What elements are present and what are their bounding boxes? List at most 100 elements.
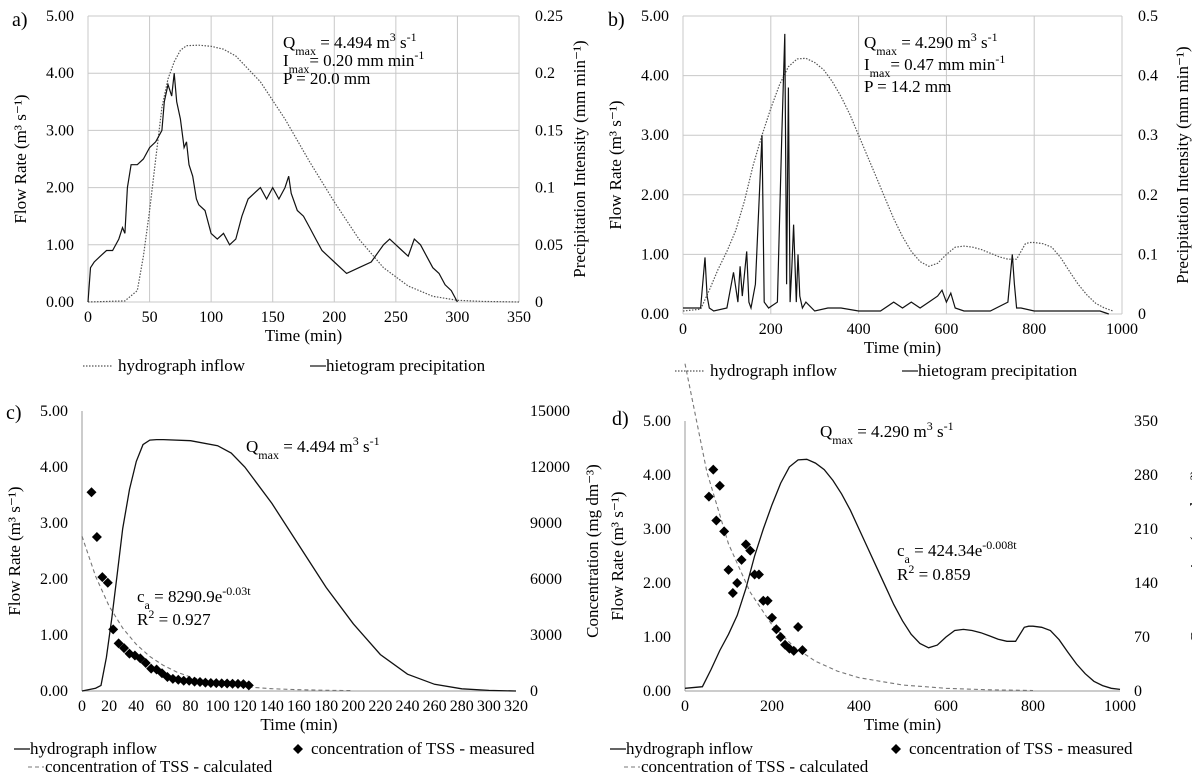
x-tick-label: 280 (450, 698, 474, 715)
tss-measured-point (140, 658, 151, 668)
y-tick-label-right: 0.2 (1138, 187, 1158, 204)
y-tick-label-left: 5.00 (46, 8, 74, 25)
hydrograph-inflow-line (682, 57, 1114, 312)
annotation-r-squared: R2 = 0.927 (137, 607, 211, 629)
tss-measured-point (86, 487, 97, 498)
tss-measured-point (767, 612, 777, 623)
annotation-precipitation: P = 20.0 mm (283, 69, 370, 88)
x-tick-label: 60 (155, 698, 171, 715)
legend-tss-measured-label: concentration of TSS - measured (909, 739, 1133, 758)
tss-measured-point (102, 577, 113, 588)
y-axis-title-left: Flow Rate (m³ s⁻¹) (11, 94, 30, 223)
y-tick-label-right: 140 (1134, 575, 1158, 592)
x-tick-label: 1000 (1106, 321, 1138, 338)
y-axis-title-left: Flow Rate (m³ s⁻¹) (606, 100, 625, 229)
y-tick-label-left: 2.00 (643, 575, 671, 592)
annotation-imax: Imax= 0.20 mm min-1 (283, 48, 424, 76)
tss-measured-point (708, 464, 719, 475)
y-tick-label-left: 4.00 (643, 467, 671, 484)
y-tick-label-left: 3.00 (40, 515, 68, 532)
x-tick-label: 220 (368, 698, 392, 715)
hietogram-precipitation-line (87, 73, 458, 303)
tss-measured-point (745, 545, 756, 556)
tss-measured-point (91, 532, 102, 542)
x-tick-label: 260 (423, 698, 447, 715)
legend-tss-measured-swatch (891, 744, 901, 754)
hydrograph-inflow-line (684, 458, 1121, 691)
y-axis-title-left: Flow Rate (m³ s⁻¹) (5, 486, 24, 615)
x-tick-label: 800 (1022, 321, 1046, 338)
y-tick-label-left: 3.00 (46, 122, 74, 139)
panel-label: c) (6, 402, 22, 424)
y-axis-title-right: Concentration (mg dm⁻³) (1187, 469, 1192, 643)
chart-panel-c: 0 20 40 60 80 100 120 140 160 180 200 220 240 260 280 3… (5, 402, 602, 734)
x-tick-label: 1000 (1104, 698, 1136, 715)
tss-measured-point (178, 675, 189, 686)
y-tick-label-right: 0 (1138, 306, 1146, 323)
tss-measured-point (205, 677, 216, 688)
y-tick-label-right: 0.3 (1138, 127, 1158, 144)
x-tick-label: 0 (84, 309, 92, 326)
y-tick-label-right: 6000 (530, 571, 562, 588)
legend-tss-calculated-label: concentration of TSS - calculated (45, 757, 273, 776)
tss-measured-point (211, 678, 222, 689)
y-tick-label-left: 1.00 (641, 246, 669, 263)
chart-panel-b: 0 200 400 600 800 1000 0.00 1.00 2.00 3.00 4.00 5.0… (606, 8, 1192, 357)
x-tick-label: 800 (1021, 698, 1045, 715)
x-tick-label: 50 (142, 309, 158, 326)
panel-label: a) (12, 9, 28, 31)
tss-measured-point (753, 569, 764, 580)
x-tick-label: 0 (681, 698, 689, 715)
tss-calculated-line (684, 363, 1034, 692)
x-tick-label: 150 (261, 309, 285, 326)
tss-measured-point (711, 515, 722, 526)
y-tick-label-right: 350 (1134, 413, 1158, 430)
tss-measured-point (788, 645, 799, 656)
legend-hydrograph-label: hydrograph inflow (118, 356, 246, 375)
y-axis-title-right: Precipitation Intensity (mm min⁻¹) (1173, 46, 1192, 283)
chart-panel-d: 0 200 400 600 800 1000 0.00 1.00 2.00 3.00 4.00 5.0… (608, 363, 1192, 734)
tss-measured-point (762, 595, 773, 606)
x-tick-label: 300 (477, 698, 501, 715)
tss-measured-point (775, 632, 786, 642)
legend-hydrograph-label: hydrograph inflow (710, 361, 838, 380)
tss-measured-point (740, 539, 751, 550)
x-tick-label: 0 (78, 698, 86, 715)
hydrograph-inflow-line (87, 44, 520, 303)
legend-tss-calculated-label: concentration of TSS - calculated (641, 757, 869, 776)
x-tick-label: 200 (760, 698, 784, 715)
y-tick-label-left: 5.00 (643, 413, 671, 430)
tss-measured-point (227, 678, 238, 689)
y-tick-label-left: 2.00 (40, 571, 68, 588)
y-tick-label-left: 5.00 (40, 403, 68, 420)
y-tick-label-right: 0 (535, 294, 543, 311)
tss-measured-point (119, 643, 130, 654)
x-tick-label: 250 (384, 309, 408, 326)
x-tick-label: 600 (934, 321, 958, 338)
x-tick-label: 20 (101, 698, 117, 715)
tss-measured-point (714, 480, 725, 491)
y-tick-label-left: 0.00 (641, 306, 669, 323)
y-tick-label-right: 70 (1134, 629, 1150, 646)
tss-measured-point (108, 624, 119, 635)
y-tick-label-left: 2.00 (641, 187, 669, 204)
x-axis-title: Time (min) (864, 338, 941, 357)
y-tick-label-left: 3.00 (643, 521, 671, 538)
y-tick-label-right: 0 (1134, 683, 1142, 700)
y-axis-title-right: Precipitation Intensity (mm min⁻¹) (570, 40, 589, 277)
x-tick-label: 100 (199, 309, 223, 326)
y-tick-label-right: 0.15 (535, 122, 563, 139)
legends: hydrograph inflow hietogram precipitation… (14, 356, 1133, 776)
y-tick-label-right: 0.05 (535, 237, 563, 254)
annotation-qmax: Qmax = 4.494 m3 s-1 (283, 30, 417, 58)
legend-hietogram-label: hietogram precipitation (918, 361, 1078, 380)
x-tick-label: 240 (396, 698, 420, 715)
y-tick-label-left: 0.00 (40, 683, 68, 700)
y-tick-label-left: 1.00 (46, 237, 74, 254)
x-tick-label: 400 (847, 321, 871, 338)
annotation-qmax: Qmax = 4.290 m3 s-1 (820, 419, 954, 447)
annotation-qmax: Qmax = 4.290 m3 s-1 (864, 30, 998, 58)
y-tick-label-left: 4.00 (46, 65, 74, 82)
chart-panel-a: 0 50 100 150 200 250 300 350 0.00 1.00 2.00 3.00 4.0… (11, 8, 589, 345)
